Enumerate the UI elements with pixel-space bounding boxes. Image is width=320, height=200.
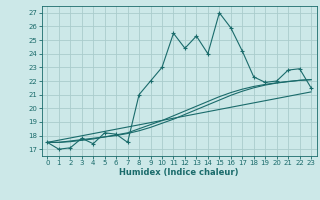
X-axis label: Humidex (Indice chaleur): Humidex (Indice chaleur): [119, 168, 239, 177]
